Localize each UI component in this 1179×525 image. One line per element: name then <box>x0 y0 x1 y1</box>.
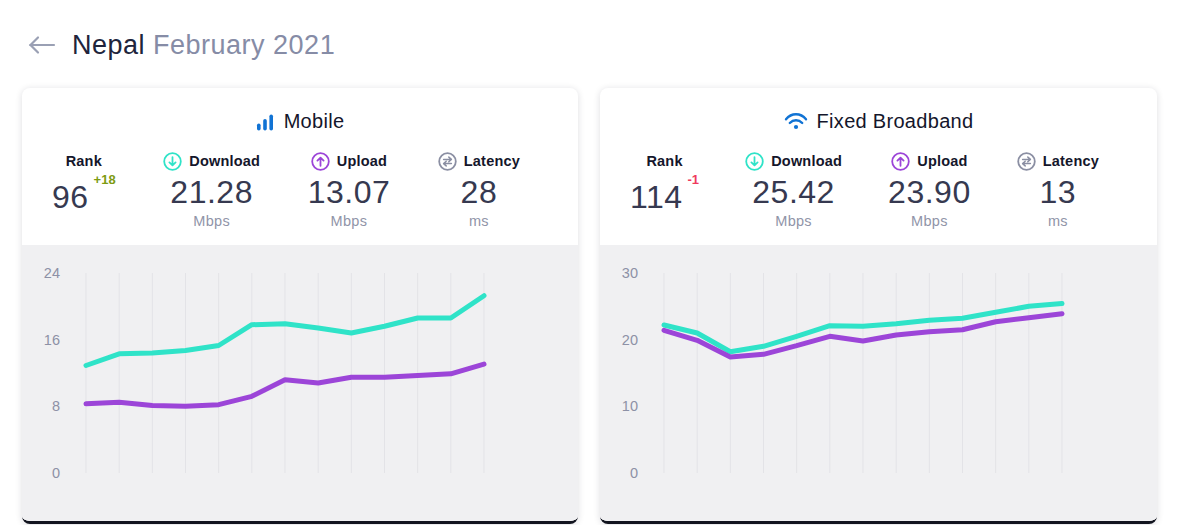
latency-value: 13 <box>1040 172 1077 212</box>
stat-rank: Rank 114-1 <box>630 150 699 245</box>
stat-upload: Upload 23.90 Mbps <box>888 150 971 245</box>
fixed-broadband-card: Fixed Broadband Rank 114-1 Download <box>600 88 1157 524</box>
cards-row: Mobile Rank 96+18 Download 21. <box>0 62 1179 524</box>
latency-icon <box>1017 152 1036 171</box>
rank-value: 114-1 <box>630 172 699 217</box>
download-icon <box>745 152 764 171</box>
svg-text:20: 20 <box>622 332 638 348</box>
upload-icon <box>891 152 910 171</box>
fixed-card-header: Fixed Broadband <box>600 88 1157 138</box>
latency-unit: ms <box>1048 213 1068 231</box>
latency-value: 28 <box>461 172 498 212</box>
upload-value: 23.90 <box>888 172 971 212</box>
download-unit: Mbps <box>775 213 812 231</box>
rank-label: Rank <box>646 153 682 169</box>
rank-change-badge: -1 <box>688 172 700 187</box>
wifi-icon <box>784 112 808 131</box>
fixed-stats: Rank 114-1 Download 25.42 Mbps <box>600 138 1157 245</box>
stat-rank: Rank 96+18 <box>52 150 116 245</box>
period-label: February 2021 <box>153 30 335 60</box>
fixed-trend-chart: 30 20 10 0 <box>600 245 1157 521</box>
card-title: Fixed Broadband <box>817 110 974 133</box>
stat-latency: Latency 13 ms <box>1017 150 1099 245</box>
upload-icon <box>311 152 330 171</box>
upload-label: Upload <box>337 153 387 169</box>
rank-change-badge: +18 <box>94 172 116 187</box>
page-header: Nepal February 2021 <box>0 0 1179 62</box>
download-label: Download <box>189 153 260 169</box>
stat-upload: Upload 13.07 Mbps <box>308 150 391 245</box>
svg-text:0: 0 <box>52 465 60 481</box>
mobile-card-header: Mobile <box>22 88 578 138</box>
svg-text:0: 0 <box>630 465 638 481</box>
stat-download: Download 21.28 Mbps <box>163 150 260 245</box>
download-value: 25.42 <box>752 172 835 212</box>
stat-latency: Latency 28 ms <box>438 150 520 245</box>
latency-label: Latency <box>464 153 520 169</box>
mobile-card: Mobile Rank 96+18 Download 21. <box>22 88 578 524</box>
download-label: Download <box>771 153 842 169</box>
upload-unit: Mbps <box>911 213 948 231</box>
stat-download: Download 25.42 Mbps <box>745 150 842 245</box>
latency-icon <box>438 152 457 171</box>
download-value: 21.28 <box>170 172 253 212</box>
card-title: Mobile <box>284 110 345 133</box>
mobile-bars-icon <box>256 112 275 132</box>
country-name: Nepal <box>72 30 145 60</box>
upload-unit: Mbps <box>331 213 368 231</box>
download-unit: Mbps <box>193 213 230 231</box>
rank-value: 96+18 <box>52 172 116 217</box>
svg-text:8: 8 <box>52 398 60 414</box>
back-arrow-icon[interactable] <box>26 34 56 56</box>
latency-label: Latency <box>1043 153 1099 169</box>
svg-text:24: 24 <box>44 265 60 281</box>
rank-label: Rank <box>66 153 102 169</box>
svg-text:30: 30 <box>622 265 638 281</box>
mobile-trend-chart: 24 16 8 0 <box>22 245 578 521</box>
svg-text:16: 16 <box>44 332 60 348</box>
page-title: Nepal February 2021 <box>72 30 335 61</box>
upload-label: Upload <box>917 153 967 169</box>
svg-text:10: 10 <box>622 398 638 414</box>
latency-unit: ms <box>469 213 489 231</box>
download-icon <box>163 152 182 171</box>
mobile-stats: Rank 96+18 Download 21.28 Mbps <box>22 138 578 245</box>
upload-value: 13.07 <box>308 172 391 212</box>
